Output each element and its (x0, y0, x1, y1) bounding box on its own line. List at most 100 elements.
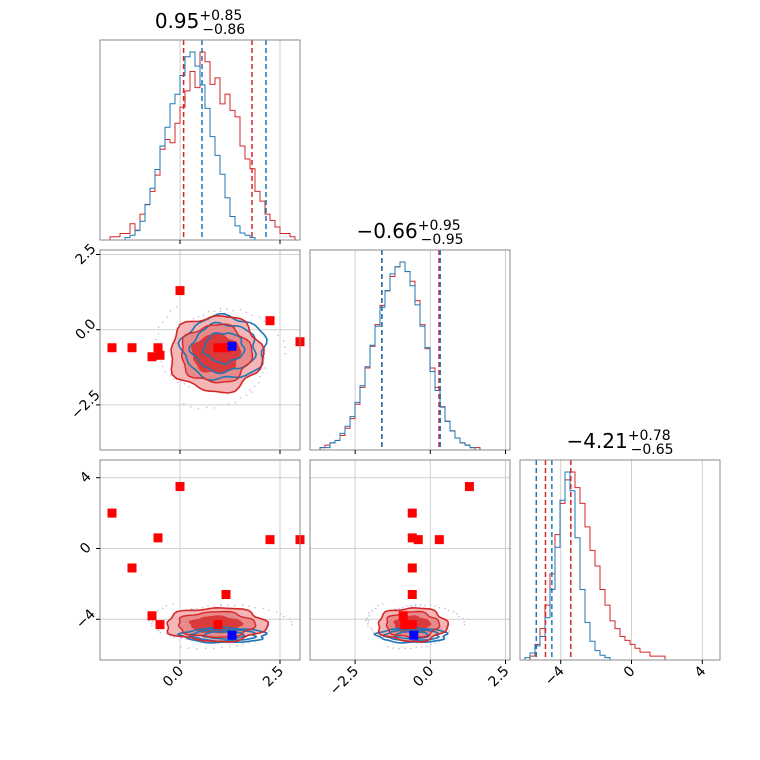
joint-1-0-sample-point (227, 403, 230, 405)
joint-2-1-sample-point (367, 622, 369, 625)
joint-1-0-sample-point (157, 333, 160, 335)
joint-2-1-red-marker-6 (434, 535, 444, 545)
joint-1-0-sample-point (277, 334, 279, 337)
joint-2-1-sample-point (429, 604, 432, 606)
joint-2-1-red-marker-4 (407, 620, 417, 630)
joint-1-0-sample-point (182, 403, 185, 406)
joint-2-0-sample-point (248, 605, 250, 608)
marginal-2-frame (519, 459, 721, 661)
joint-1-0-red-marker-1 (107, 343, 117, 353)
joint-2-0-sample-point (150, 625, 153, 627)
joint-2-1-blue-contour-outer (372, 626, 449, 644)
joint-2-0-sample-point (180, 637, 183, 639)
joint-2-1-sample-point (398, 607, 400, 610)
joint-2-0-sample-point (157, 629, 159, 632)
joint-1-0-sample-point (170, 373, 172, 376)
joint-2-1-sample-point (415, 603, 417, 606)
joint-1-0-sample-point (202, 314, 205, 317)
joint-1-0-ytick-label-2: 2.5 (72, 241, 99, 268)
joint-2-1-xtick-label-2: 2.5 (486, 663, 513, 690)
joint-2-0-red-marker-6 (265, 535, 275, 545)
joint-2-0-sample-point (221, 646, 223, 648)
joint-2-0-sample-point (262, 607, 265, 610)
joint-1-0-sample-point (173, 378, 175, 380)
joint-2-0-xtick-label-0: 0.0 (160, 663, 187, 690)
joint-2-0-red-marker-4 (213, 620, 223, 630)
joint-2-1-sample-point (371, 629, 374, 632)
joint-1-0-blue-marker (227, 341, 237, 351)
param-title-upper: +0.78 (628, 428, 671, 444)
joint-2-0-sample-point (173, 636, 176, 639)
joint-2-0-sample-point (219, 605, 222, 607)
joint-2-1-frame (309, 459, 511, 661)
joint-2-1-sample-point (415, 646, 418, 648)
joint-2-1-sample-point (425, 645, 428, 647)
joint-2-0-sample-point (195, 607, 198, 610)
joint-1-0-sample-point (169, 309, 172, 312)
joint-2-1-sample-point (463, 623, 466, 626)
marginal-2-xtick-label-0: −4 (542, 663, 568, 689)
joint-1-0-red-contour-mid (181, 323, 254, 384)
joint-1-0-red-marker-9 (153, 343, 163, 353)
joint-2-0-sample-point (162, 607, 164, 610)
joint-2-1-xtick-label-1: 0.0 (410, 663, 437, 690)
joint-2-0-sample-point (187, 647, 190, 649)
joint-2-0-sample-point (267, 609, 270, 612)
joint-1-0-red-marker-8 (127, 343, 137, 353)
joint-1-0-red-marker-4 (213, 343, 223, 353)
joint-2-1-red-contour-mid (385, 610, 441, 639)
joint-1-0-sample-point (197, 408, 200, 410)
joint-1-0-sample-point (175, 305, 178, 308)
joint-2-0-sample-point (179, 646, 182, 648)
joint-2-0-sample-point (242, 643, 244, 645)
joint-2-0-sample-point (248, 642, 251, 644)
joint-2-0-sample-point (279, 613, 282, 615)
joint-2-0-ytick-label-0: −4 (73, 606, 99, 632)
joint-1-0-sample-point (253, 385, 256, 388)
joint-2-1-blue-marker (409, 630, 419, 640)
param-title-1: −0.66+0.95 −0.95 (356, 218, 463, 248)
joint-1-0-sample-point (187, 385, 190, 388)
joint-2-0-red-marker-5 (221, 590, 231, 600)
joint-2-1-sample-point (382, 636, 385, 639)
joint-2-1-sample-point (367, 620, 370, 622)
joint-2-1-sample-point (377, 604, 379, 607)
joint-2-1-sample-point (368, 615, 370, 617)
joint-2-1-sample-point (402, 606, 404, 609)
joint-1-0-red-marker-5 (221, 343, 231, 353)
joint-2-1-red-contour-outer (377, 606, 450, 643)
joint-2-0-sample-point (156, 609, 159, 612)
joint-2-0-sample-point (282, 615, 285, 618)
joint-2-1-sample-point (410, 647, 412, 650)
joint-1-0-sample-point (274, 329, 277, 331)
joint-2-1-sample-point (447, 609, 450, 612)
joint-2-0-sample-point (241, 604, 244, 606)
joint-1-0-sample-point (176, 381, 179, 384)
joint-1-0-sample-point (219, 307, 222, 310)
joint-1-0-sample-point (197, 315, 200, 318)
joint-1-0-sample-point (192, 317, 195, 320)
marginal-2-red-hist (520, 471, 720, 661)
joint-2-0-red-marker-8 (127, 563, 137, 573)
joint-1-0-sample-point (213, 310, 216, 312)
joint-1-0-sample-point (162, 365, 164, 368)
marginal-0-blue-hist (100, 51, 300, 241)
joint-2-0-ytick-label-1: 0 (77, 540, 95, 558)
joint-2-1-sample-point (424, 604, 426, 607)
joint-2-0-sample-point (291, 623, 293, 626)
joint-2-1-sample-point (405, 605, 408, 607)
joint-2-1-red-marker-3 (400, 620, 410, 630)
joint-2-1-red-marker-0 (464, 482, 474, 492)
param-title-0: 0.95+0.85 −0.86 (155, 8, 245, 38)
joint-2-0-sample-point (227, 604, 229, 606)
joint-2-0-sample-point (268, 630, 271, 632)
joint-2-0-xtick-label-1: 2.5 (260, 663, 287, 690)
joint-2-1-sample-point (373, 631, 375, 634)
joint-2-1-sample-point (419, 604, 422, 606)
joint-2-0-sample-point (150, 622, 153, 625)
joint-2-0-sample-point (165, 633, 168, 635)
joint-1-0-sample-point (157, 326, 160, 328)
marginal-1-red-hist (310, 261, 510, 451)
joint-2-0-blue-contour-outer (176, 626, 268, 644)
